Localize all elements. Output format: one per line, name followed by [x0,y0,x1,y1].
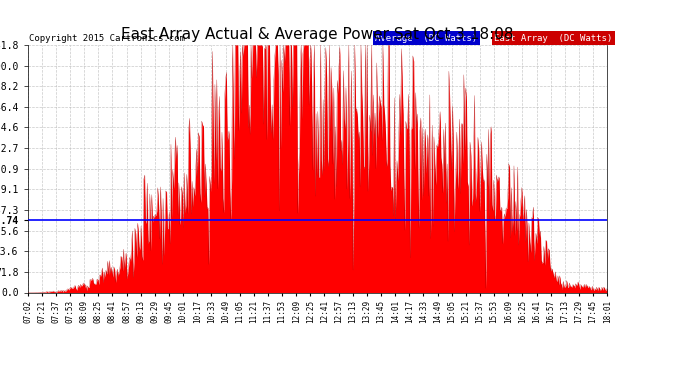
Title: East Array Actual & Average Power Sat Oct 3 18:08: East Array Actual & Average Power Sat Oc… [121,27,513,42]
Text: Average  (DC Watts): Average (DC Watts) [375,33,477,42]
Text: Copyright 2015 Cartronics.com: Copyright 2015 Cartronics.com [29,33,185,42]
Text: East Array  (DC Watts): East Array (DC Watts) [494,33,613,42]
